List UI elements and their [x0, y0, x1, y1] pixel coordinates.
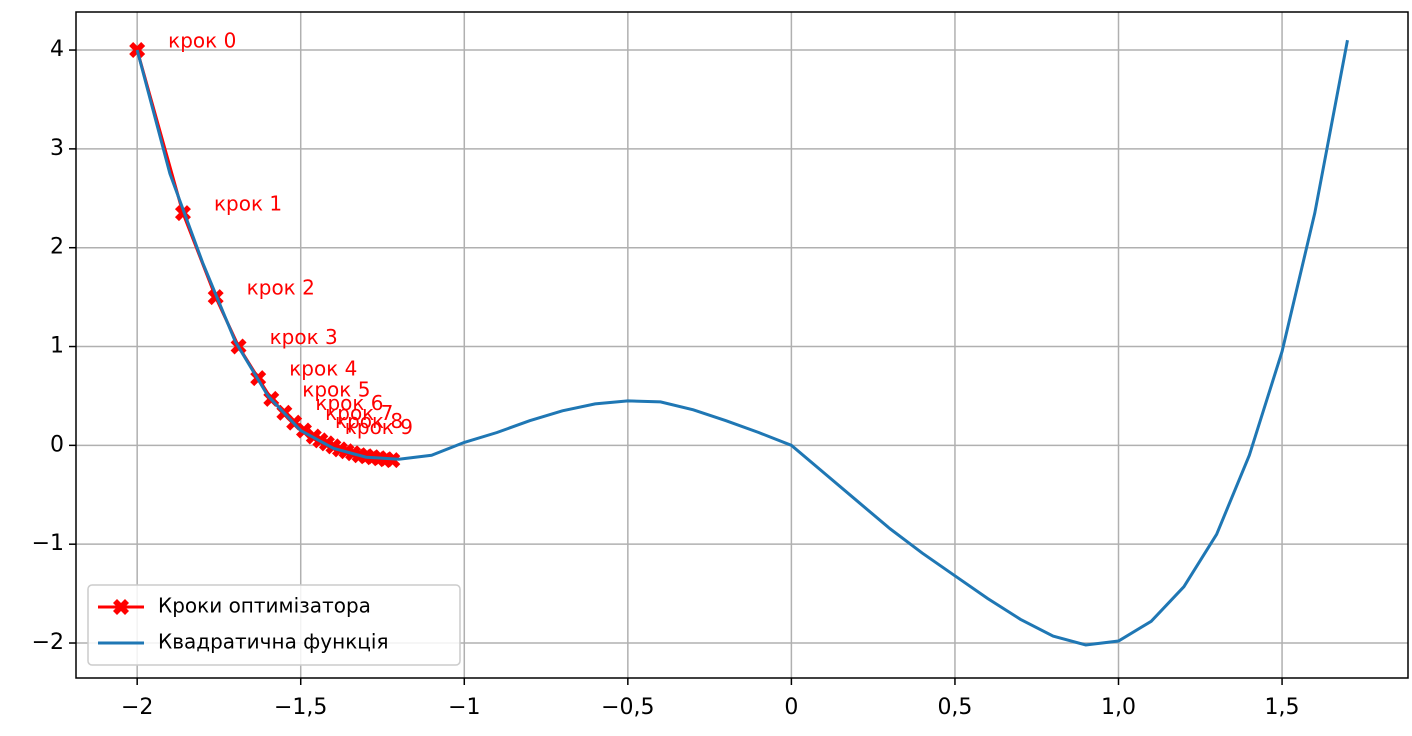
point-label: крок 0 — [168, 29, 236, 53]
y-tick-label: −1 — [32, 531, 64, 556]
x-tick-label: −2 — [121, 695, 153, 720]
x-tick-label: −1,5 — [274, 695, 327, 720]
point-label: крок 3 — [270, 325, 338, 349]
x-tick-label: 1,5 — [1265, 695, 1300, 720]
legend-label: Кроки оптимізатора — [158, 594, 371, 618]
y-tick-label: −2 — [32, 630, 64, 655]
legend-marker — [113, 599, 129, 615]
legend-label: Квадратична функція — [158, 630, 388, 654]
point-label: крок 1 — [214, 192, 282, 216]
x-tick-label: 0,5 — [937, 695, 972, 720]
y-tick-label: 3 — [50, 136, 64, 161]
point-label: крок 6 — [315, 391, 383, 415]
y-tick-label: 2 — [50, 235, 64, 260]
plot-frame — [75, 11, 1409, 679]
point-label: крок 4 — [289, 357, 357, 381]
point-label: крок 7 — [325, 401, 393, 425]
x-tick-label: −1 — [448, 695, 480, 720]
point-label: крок 5 — [302, 377, 370, 401]
legend-box — [87, 584, 461, 666]
y-tick-label: 1 — [50, 334, 64, 359]
x-tick-label: 1,0 — [1101, 695, 1136, 720]
y-tick-label: 0 — [50, 432, 64, 457]
point-label: крок 9 — [345, 415, 413, 439]
line — [135, 39, 1349, 647]
y-tick-label: 4 — [50, 37, 64, 62]
x-tick-label: −0,5 — [601, 695, 654, 720]
point-label: крок 2 — [247, 276, 315, 300]
x-tick-label: 0 — [784, 695, 798, 720]
point-label: крок 8 — [335, 409, 403, 433]
